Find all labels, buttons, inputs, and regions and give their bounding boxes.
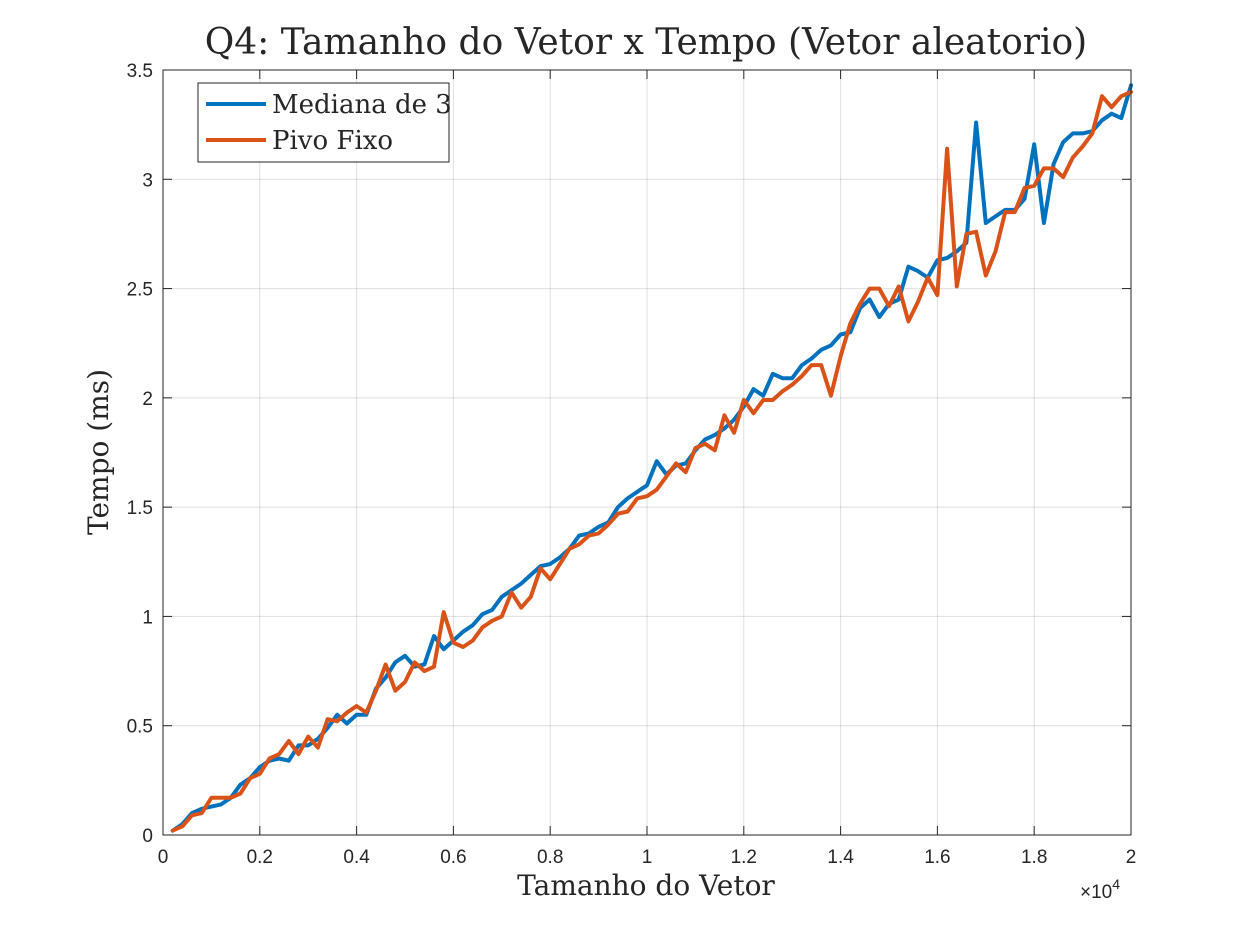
x-exponent-power: 4 — [1112, 876, 1120, 892]
x-tick-label: 0.2 — [247, 847, 273, 868]
y-tick-label: 1 — [142, 607, 153, 628]
x-tick-label: 1.8 — [1021, 847, 1047, 868]
y-tick-label: 2 — [142, 389, 153, 410]
grid — [162, 69, 1132, 836]
legend: Mediana de 3 Pivo Fixo — [197, 82, 452, 163]
y-tick-label: 3 — [142, 170, 153, 191]
x-exponent-base: ×10 — [1080, 882, 1112, 903]
x-tick-label: 0.4 — [343, 847, 370, 868]
chart-title: Q4: Tamanho do Vetor x Tempo (Vetor alea… — [205, 22, 1087, 63]
legend-label-mediana: Mediana de 3 — [272, 90, 452, 120]
x-tick-label: 0 — [158, 847, 169, 868]
legend-box — [197, 82, 450, 163]
series-layer — [170, 83, 1133, 833]
svg-text:×104: ×104 — [1080, 876, 1120, 903]
y-tick-label: 2.5 — [127, 280, 153, 301]
x-tick-label: 1.2 — [731, 847, 757, 868]
y-tick-label: 3.5 — [127, 61, 153, 82]
y-axis-ticks: 0 0.5 1 1.5 2 2.5 3 3.5 — [127, 61, 1131, 847]
y-tick-label: 0.5 — [127, 717, 153, 738]
legend-label-pivo: Pivo Fixo — [272, 126, 393, 156]
x-tick-label: 1.4 — [827, 847, 854, 868]
x-tick-label: 0.6 — [440, 847, 466, 868]
x-axis-ticks: 0 0.2 0.4 0.6 0.8 1 1.2 1.4 1.6 1.8 2 — [158, 70, 1137, 868]
x-axis-label: Tamanho do Vetor — [517, 869, 775, 902]
series-line-pivo-fixo — [170, 89, 1133, 833]
x-axis-exponent: ×104 — [1080, 876, 1120, 903]
x-tick-label: 2 — [1126, 847, 1137, 868]
x-tick-label: 1 — [642, 847, 653, 868]
y-tick-label: 0 — [142, 826, 153, 847]
x-tick-label: 1.6 — [924, 847, 950, 868]
x-tick-label: 0.8 — [537, 847, 563, 868]
y-axis-label: Tempo (ms) — [82, 369, 115, 535]
y-tick-label: 1.5 — [127, 498, 153, 519]
